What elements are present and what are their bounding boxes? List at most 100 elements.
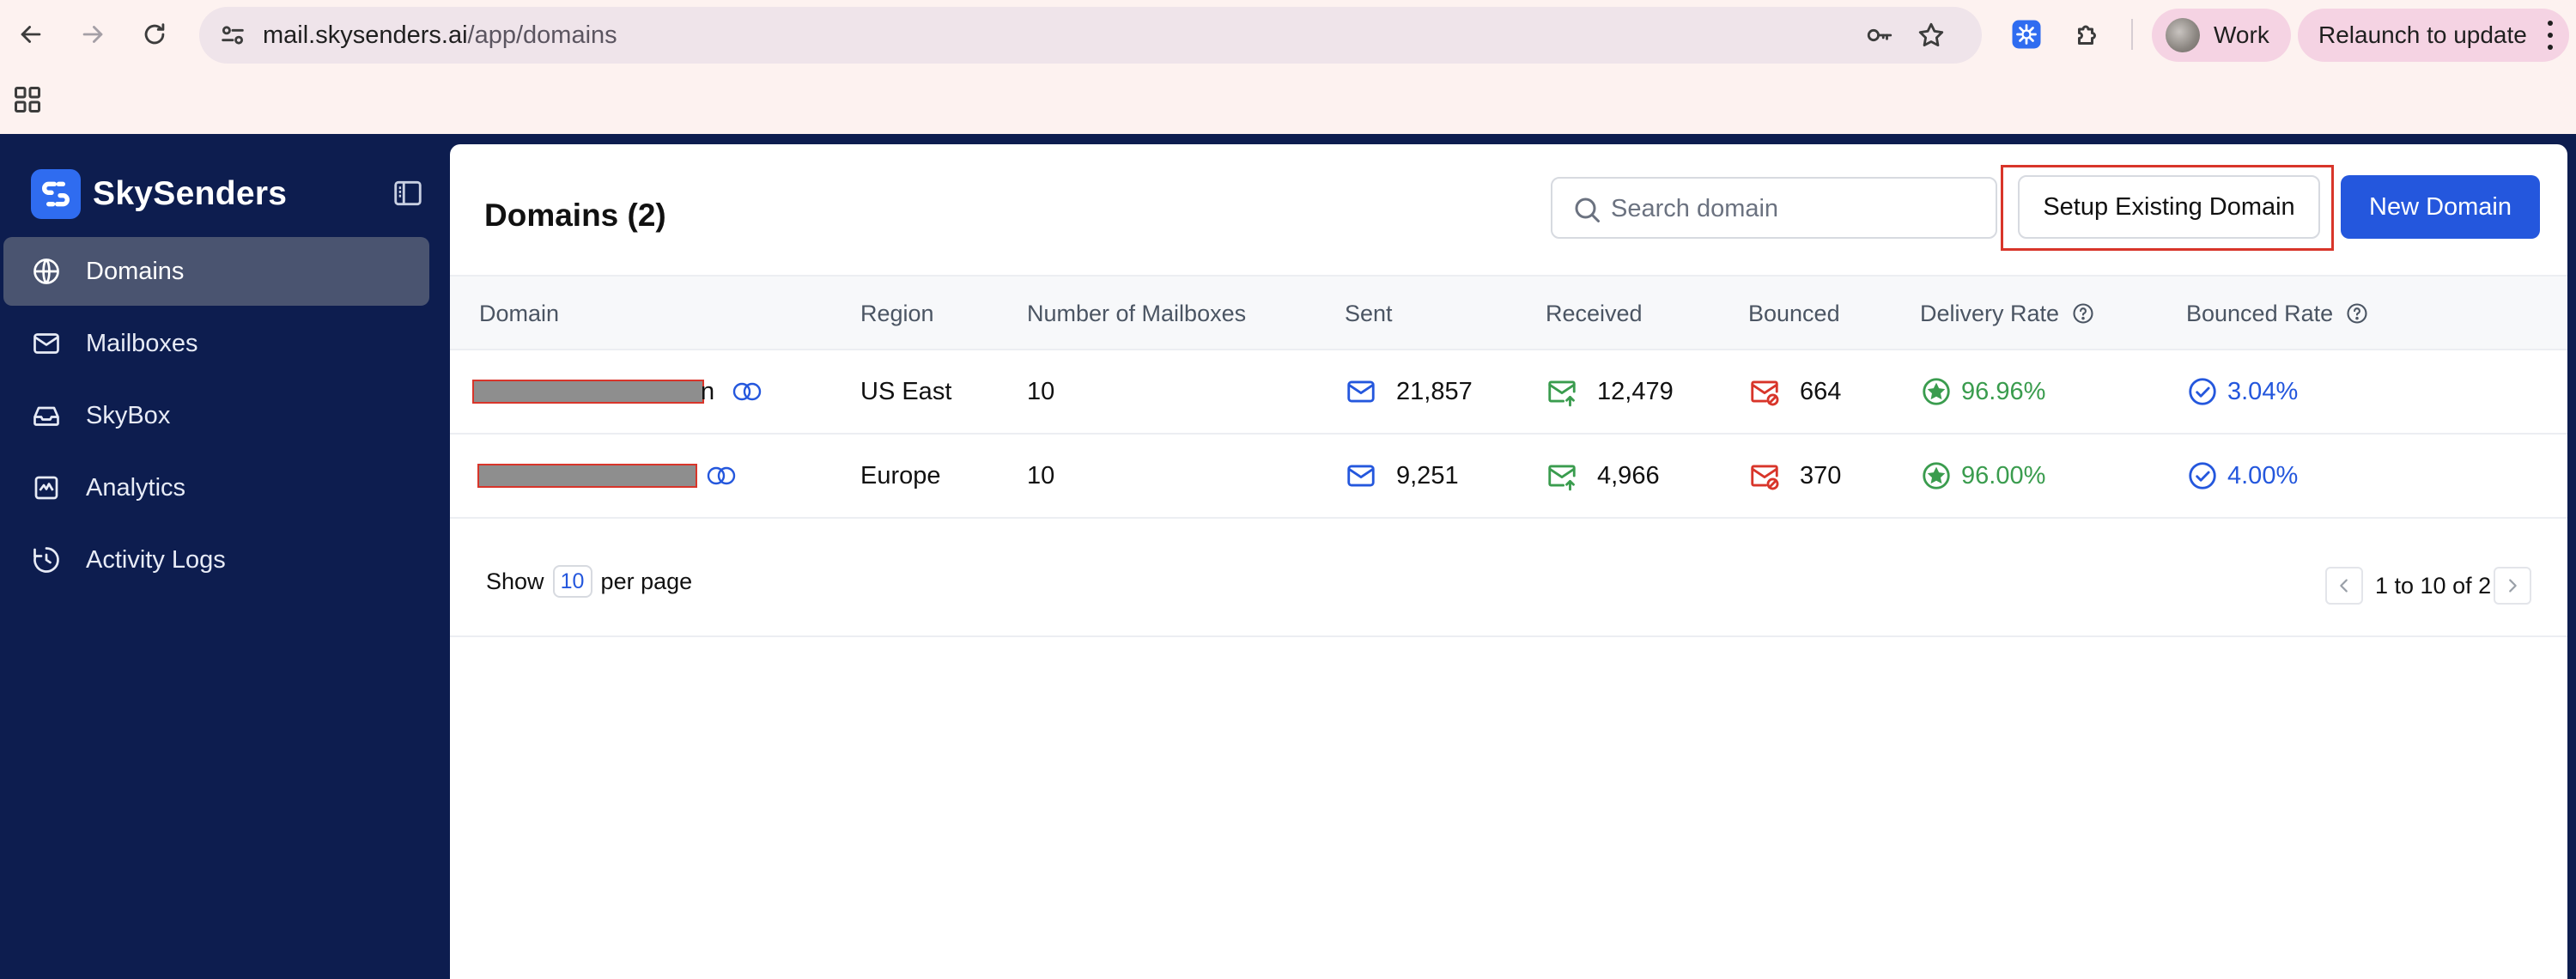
help-circle-icon[interactable]: [2345, 301, 2369, 325]
reload-button[interactable]: [132, 12, 177, 57]
column-header-region: Region: [860, 301, 934, 326]
reload-icon: [144, 23, 165, 45]
region-cell: Europe: [860, 461, 941, 490]
check-circle-icon: [2186, 375, 2219, 408]
more-vert-icon: [2542, 21, 2559, 50]
sidebar-item-domains[interactable]: Domains: [3, 237, 429, 306]
delivery-rate-cell: 96.96%: [1920, 350, 2045, 433]
search-box[interactable]: [1551, 177, 1997, 239]
show-label: Show: [486, 568, 544, 594]
mail-received-icon: [1546, 459, 1578, 492]
mail-received-icon: [1546, 375, 1578, 408]
region-cell: US East: [860, 377, 952, 405]
star-icon[interactable]: [1917, 21, 1946, 50]
column-header-sent: Sent: [1345, 301, 1393, 326]
forward-button[interactable]: [70, 12, 115, 57]
page-title: Domains (2): [484, 198, 666, 233]
mail-bounced-icon: [1748, 459, 1781, 492]
domain-suffix: n: [701, 377, 715, 405]
extension-button[interactable]: [2008, 15, 2045, 53]
redacted-domain: [477, 464, 697, 488]
star-circle-icon: [1920, 459, 1953, 492]
back-button[interactable]: [9, 12, 53, 57]
setup-existing-domain-button[interactable]: Setup Existing Domain: [2018, 175, 2320, 239]
sidebar-item-skybox[interactable]: SkyBox: [3, 381, 429, 450]
browser-toolbar: mail.skysenders.ai/app/domains Work Rela…: [0, 0, 2576, 69]
domain-cell[interactable]: [477, 435, 738, 517]
per-page-control: Show 10 per page: [486, 565, 692, 598]
globe-icon: [31, 256, 62, 287]
column-header-bounced: Bounced: [1748, 301, 1840, 326]
next-page-button[interactable]: [2494, 567, 2531, 605]
arrow-left-icon: [21, 26, 41, 43]
inbox-icon: [31, 400, 62, 431]
profile-button[interactable]: Work: [2152, 9, 2291, 62]
sidebar-item-label: Mailboxes: [86, 329, 198, 357]
sidebar-item-mailboxes[interactable]: Mailboxes: [3, 309, 429, 378]
check-circle-icon: [2186, 459, 2219, 492]
bounced-cell: 370: [1748, 435, 1841, 517]
mail-icon: [31, 328, 62, 359]
sidebar-item-activity-logs[interactable]: Activity Logs: [3, 526, 429, 594]
domain-cell[interactable]: n: [472, 350, 764, 433]
mailboxes-cell: 10: [1027, 461, 1055, 490]
per-page-label: per page: [600, 568, 693, 594]
link-rings-icon[interactable]: [704, 465, 738, 487]
skysenders-logo-icon: [31, 169, 81, 219]
per-page-select[interactable]: 10: [552, 565, 592, 598]
analytics-icon: [31, 472, 62, 503]
sent-cell: 9,251: [1345, 435, 1459, 517]
column-header-delivery-rate: Delivery Rate: [1920, 277, 2095, 350]
sidebar-item-label: Activity Logs: [86, 545, 226, 574]
link-rings-icon[interactable]: [730, 380, 764, 403]
extension-app-icon: [2012, 20, 2041, 49]
chevron-left-icon: [2340, 579, 2348, 593]
puzzle-icon: [2078, 25, 2096, 45]
pagination-range: 1 to 10 of 2: [2375, 573, 2492, 599]
column-header-bounced-rate: Bounced Rate: [2186, 277, 2369, 350]
help-circle-icon[interactable]: [2071, 301, 2095, 325]
main-panel: Domains (2) Setup Existing Domain New Do…: [450, 144, 2567, 979]
bounced-rate-cell: 3.04%: [2186, 350, 2298, 433]
key-icon[interactable]: [1865, 21, 1894, 50]
received-cell: 12,479: [1546, 350, 1674, 433]
sidebar-item-label: Domains: [86, 257, 185, 285]
table-header: Domain Region Number of Mailboxes Sent R…: [450, 275, 2567, 350]
bounced-cell: 664: [1748, 350, 1841, 433]
url-text[interactable]: mail.skysenders.ai/app/domains: [263, 21, 617, 49]
sidebar-item-analytics[interactable]: Analytics: [3, 453, 429, 522]
redacted-domain: [472, 380, 704, 404]
sidebar: SkySenders Domains Mailboxes SkyBox An: [0, 134, 450, 979]
relaunch-button[interactable]: Relaunch to update: [2298, 9, 2569, 62]
toolbar-divider: [2131, 19, 2133, 50]
sidebar-item-label: SkyBox: [86, 401, 171, 429]
table-row[interactable]: Europe 10 9,251 4,966 370 96.00% 4.00%: [450, 435, 2567, 519]
prev-page-button[interactable]: [2325, 567, 2363, 605]
brand[interactable]: SkySenders: [31, 168, 287, 220]
new-domain-button[interactable]: New Domain: [2341, 175, 2540, 239]
sidebar-collapse-icon[interactable]: [392, 177, 424, 210]
delivery-rate-cell: 96.00%: [1920, 435, 2045, 517]
column-header-domain: Domain: [479, 301, 560, 326]
chevron-right-icon: [2509, 579, 2517, 593]
relaunch-label: Relaunch to update: [2318, 21, 2527, 48]
sidebar-item-label: Analytics: [86, 473, 186, 502]
address-bar[interactable]: mail.skysenders.ai/app/domains: [199, 7, 1982, 64]
search-icon: [1575, 198, 1600, 222]
bookmarks-bar: [0, 69, 2576, 134]
mail-sent-icon: [1345, 459, 1377, 492]
arrow-right-icon: [82, 26, 103, 43]
history-icon: [31, 544, 62, 575]
table-footer: Show 10 per page 1 to 10 of 2: [450, 531, 2567, 637]
received-cell: 4,966: [1546, 435, 1660, 517]
brand-name: SkySenders: [93, 175, 288, 212]
avatar: [2166, 18, 2200, 52]
column-header-mailboxes: Number of Mailboxes: [1027, 301, 1247, 326]
search-input[interactable]: [1611, 187, 1980, 230]
site-settings-icon[interactable]: [218, 21, 247, 50]
extensions-menu-button[interactable]: [2069, 15, 2107, 53]
apps-grid-icon[interactable]: [12, 84, 43, 115]
mailboxes-cell: 10: [1027, 377, 1055, 405]
table-row[interactable]: n US East 10 21,857 12,479 664 96.9: [450, 350, 2567, 435]
mail-sent-icon: [1345, 375, 1377, 408]
